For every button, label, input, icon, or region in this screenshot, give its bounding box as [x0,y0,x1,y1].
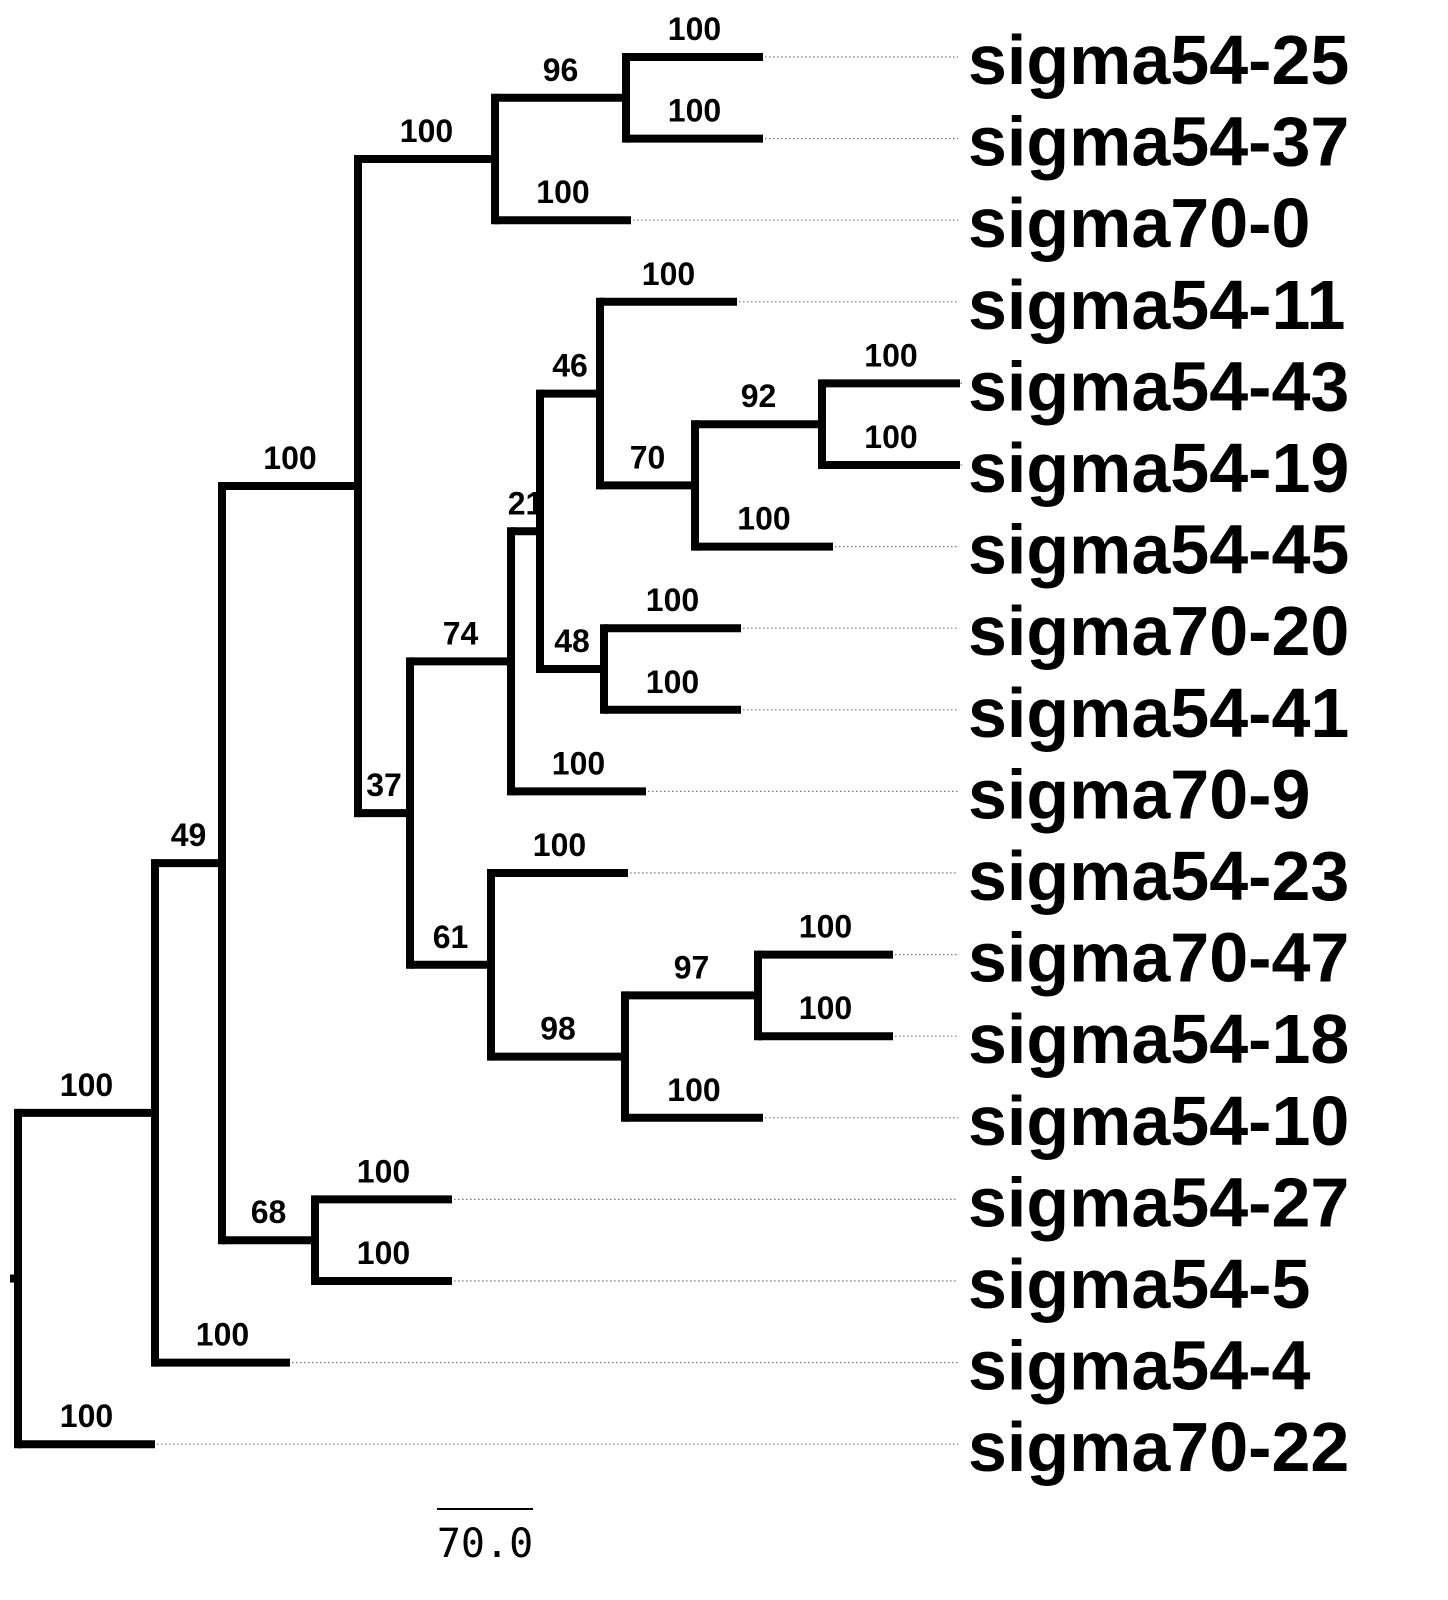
support-value-L_sigma54_43: 100 [864,337,917,373]
support-value-n7: 74 [443,615,479,651]
support-value-n1: 100 [60,1067,113,1103]
support-value-n8: 21 [508,485,544,521]
support-value-L_sigma70_22: 100 [60,1398,113,1434]
leaf-label-L_sigma70_22: sigma70-22 [968,1408,1349,1486]
leaf-label-L_sigma54_41: sigma54-41 [968,674,1349,752]
leaf-label-L_sigma54_11: sigma54-11 [968,266,1345,344]
leaf-guides [157,56,962,1445]
support-value-n13: 61 [433,919,469,955]
scale-bar-label: 70.0 [437,1521,533,1567]
leaf-label-L_sigma70_20: sigma70-20 [968,592,1349,670]
support-value-L_sigma54_10: 100 [667,1072,720,1108]
support-value-L_sigma70_47: 100 [799,909,852,945]
support-value-n10: 70 [630,439,666,475]
leaf-label-L_sigma54_37: sigma54-37 [968,103,1349,181]
support-value-n9: 46 [552,348,588,384]
branches [10,53,960,1449]
leaf-label-L_sigma54_5: sigma54-5 [968,1245,1310,1323]
support-value-n3: 100 [263,440,316,476]
support-value-n16: 68 [251,1194,287,1230]
support-value-L_sigma54_25: 100 [668,11,721,47]
support-value-L_sigma54_19: 100 [864,419,917,455]
support-value-L_sigma70_9: 100 [552,745,605,781]
leaf-label-L_sigma54_10: sigma54-10 [968,1082,1349,1160]
support-value-L_sigma70_20: 100 [646,582,699,618]
leaf-label-L_sigma54_45: sigma54-45 [968,511,1349,589]
support-value-L_sigma54_11: 100 [642,256,695,292]
scale-bar: 70.0 [437,1508,533,1567]
support-value-L_sigma54_23: 100 [533,827,586,863]
support-value-L_sigma54_18: 100 [799,990,852,1026]
support-value-L_sigma54_45: 100 [737,501,790,537]
leaf-label-L_sigma54_19: sigma54-19 [968,429,1349,507]
leaf-label-L_sigma70_9: sigma70-9 [968,755,1310,833]
leaf-label-L_sigma70_0: sigma70-0 [968,184,1310,262]
leaf-label-L_sigma54_4: sigma54-4 [968,1327,1310,1405]
leaf-label-L_sigma54_43: sigma54-43 [968,347,1349,425]
support-value-L_sigma70_0: 100 [536,174,589,210]
support-value-n11: 92 [741,378,777,414]
support-value-L_sigma54_37: 100 [668,93,721,129]
leaf-label-L_sigma54_27: sigma54-27 [968,1163,1349,1241]
support-value-n5: 96 [543,52,579,88]
support-value-n4: 100 [400,113,453,149]
support-value-L_sigma54_27: 100 [357,1153,410,1189]
leaf-labels: sigma54-25sigma54-37sigma70-0sigma54-11s… [968,21,1349,1486]
support-value-n15: 97 [674,949,710,985]
support-value-L_sigma54_4: 100 [196,1317,249,1353]
support-value-L_sigma54_5: 100 [357,1235,410,1271]
leaf-label-L_sigma54_18: sigma54-18 [968,1000,1349,1078]
support-value-n2: 49 [171,817,207,853]
support-value-L_sigma54_41: 100 [646,664,699,700]
support-values: 100 49 100 100 96 100 100 100 37 74 21 46 100 70 92 100… [60,11,918,1434]
leaf-label-L_sigma54_25: sigma54-25 [968,21,1349,99]
support-value-n6: 37 [366,767,402,803]
leaf-label-L_sigma70_47: sigma70-47 [968,919,1349,997]
support-value-n12: 48 [554,623,590,659]
leaf-label-L_sigma54_23: sigma54-23 [968,837,1349,915]
support-value-n14: 98 [540,1011,576,1047]
